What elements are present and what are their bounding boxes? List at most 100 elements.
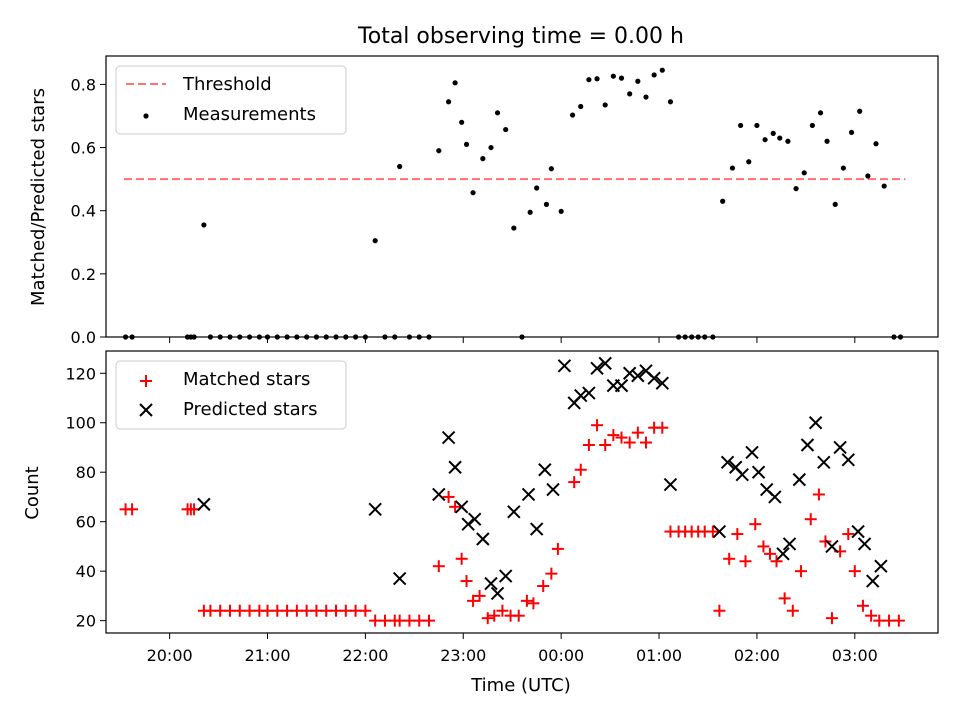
predicted-star-marker (808, 416, 823, 430)
matched-stars-legend-label: Matched stars (183, 369, 310, 390)
bottom-y-tick-label: 40 (76, 562, 96, 581)
predicted-star-marker-b (498, 569, 513, 583)
matched-star-marker (551, 542, 564, 555)
predicted-star-marker (647, 371, 661, 385)
predicted-star-marker (598, 356, 612, 371)
matched-star-marker (865, 609, 878, 622)
measurement-point (635, 78, 641, 84)
measurement-point (452, 80, 458, 86)
x-axis-label: Time (UTC) (470, 675, 571, 696)
matched-star-marker (770, 555, 783, 568)
matched-star-marker (423, 614, 436, 627)
predicted-star-marker (368, 502, 382, 517)
predicted-star-marker (590, 361, 604, 376)
predicted-star-marker-b (639, 364, 653, 378)
matched-star-marker (455, 552, 468, 565)
matched-star-marker (512, 609, 525, 622)
top-plot-area: 0.0 0.2 0.4 0.6 0.8 (71, 67, 906, 347)
matched-star-marker (731, 528, 744, 541)
predicted-star-marker-b (590, 361, 604, 376)
matched-star-marker (449, 500, 462, 513)
predicted-star-marker-b (448, 460, 462, 474)
bottom-axes-frame (105, 350, 939, 634)
matched-star-marker (520, 594, 533, 607)
measurement-point (569, 112, 576, 118)
predicted-star-marker (857, 537, 872, 551)
matched-star-marker (537, 580, 550, 592)
predicted-star-marker-b (817, 455, 831, 470)
measurement-point (459, 119, 465, 125)
predicted-star-marker-b (751, 465, 766, 479)
predicted-star-marker-b (598, 356, 612, 371)
measurement-point (720, 198, 726, 204)
matched-star-marker (713, 604, 726, 617)
matched-star-marker (568, 476, 581, 489)
top-legend: Threshold Measurements (115, 65, 347, 135)
predicted-star-marker (866, 574, 880, 588)
predicted-star-marker-b (521, 487, 536, 502)
predicted-star-marker-b (432, 487, 446, 502)
predicted-star-marker (745, 445, 759, 460)
measurement-point (558, 208, 564, 214)
measurement-point (824, 138, 830, 144)
predicted-star-marker-b (825, 539, 839, 554)
matched-star-marker (639, 436, 652, 449)
measurement-point (586, 77, 592, 83)
predicted-star-marker (529, 522, 544, 536)
measurement-point (511, 225, 517, 231)
measurement-point (667, 99, 674, 105)
measurement-point (770, 130, 776, 136)
matched-star-marker (460, 575, 473, 588)
predicted-star-marker (782, 537, 797, 551)
predicted-star-marker-b (582, 386, 596, 400)
predicted-star-marker (538, 463, 552, 477)
predicted-star-marker-b (851, 524, 865, 539)
matched-star-marker (545, 567, 558, 580)
x-tick-label: 03:00 (832, 646, 878, 665)
predicted-star-marker-b (745, 445, 759, 460)
predicted-star-marker (776, 547, 790, 561)
bottom-plot-area: 20 40 60 80 100 120 20:00 21:00 22:00 23:00 00:00 0… (65, 356, 905, 665)
predicted-star-marker (833, 440, 847, 455)
measurement-point (463, 141, 470, 148)
predicted-star-marker (441, 430, 456, 445)
measurement-point (651, 72, 657, 78)
predicted-star-marker-b (792, 472, 807, 487)
matched-star-marker (739, 555, 752, 568)
measurement-point (809, 122, 815, 129)
measurement-point (594, 76, 600, 82)
matched-star-marker (856, 599, 869, 612)
measurement-point (801, 170, 807, 176)
matched-star-marker (432, 560, 445, 573)
predicted-star-marker-b (461, 517, 475, 531)
predicted-star-marker-b (720, 455, 735, 470)
predicted-star-marker (768, 490, 782, 504)
measurement-point (832, 201, 838, 207)
measurement-point (793, 186, 799, 192)
predicted-star-marker-b (507, 505, 521, 519)
predicted-star-marker (197, 497, 211, 512)
matched-star-marker (599, 439, 612, 451)
predicted-star-marker-b (857, 537, 872, 551)
predicted-star-marker (476, 532, 490, 546)
predicted-star-marker-b (776, 547, 790, 561)
predicted-star-marker-b (647, 371, 661, 385)
matched-star-marker (591, 419, 604, 432)
predicted-star-marker (448, 460, 462, 474)
predicted-star-marker (735, 467, 749, 482)
predicted-stars-legend-swatch (139, 403, 153, 417)
measurement-point (738, 122, 744, 129)
top-y-tick-label: 0.0 (71, 328, 96, 347)
measurement-point (201, 222, 207, 228)
predicted-star-marker (800, 438, 815, 452)
predicted-star-marker-b (368, 502, 382, 517)
predicted-star-marker (874, 559, 888, 573)
top-y-tick-label: 0.2 (71, 265, 96, 284)
predicted-star-marker (751, 465, 766, 479)
measurement-point (777, 135, 783, 141)
predicted-star-marker-b (735, 467, 749, 482)
measurement-point (817, 110, 824, 116)
bottom-y-tick-label: 80 (76, 463, 96, 482)
measurement-point (873, 141, 879, 147)
measurement-point (754, 122, 760, 129)
